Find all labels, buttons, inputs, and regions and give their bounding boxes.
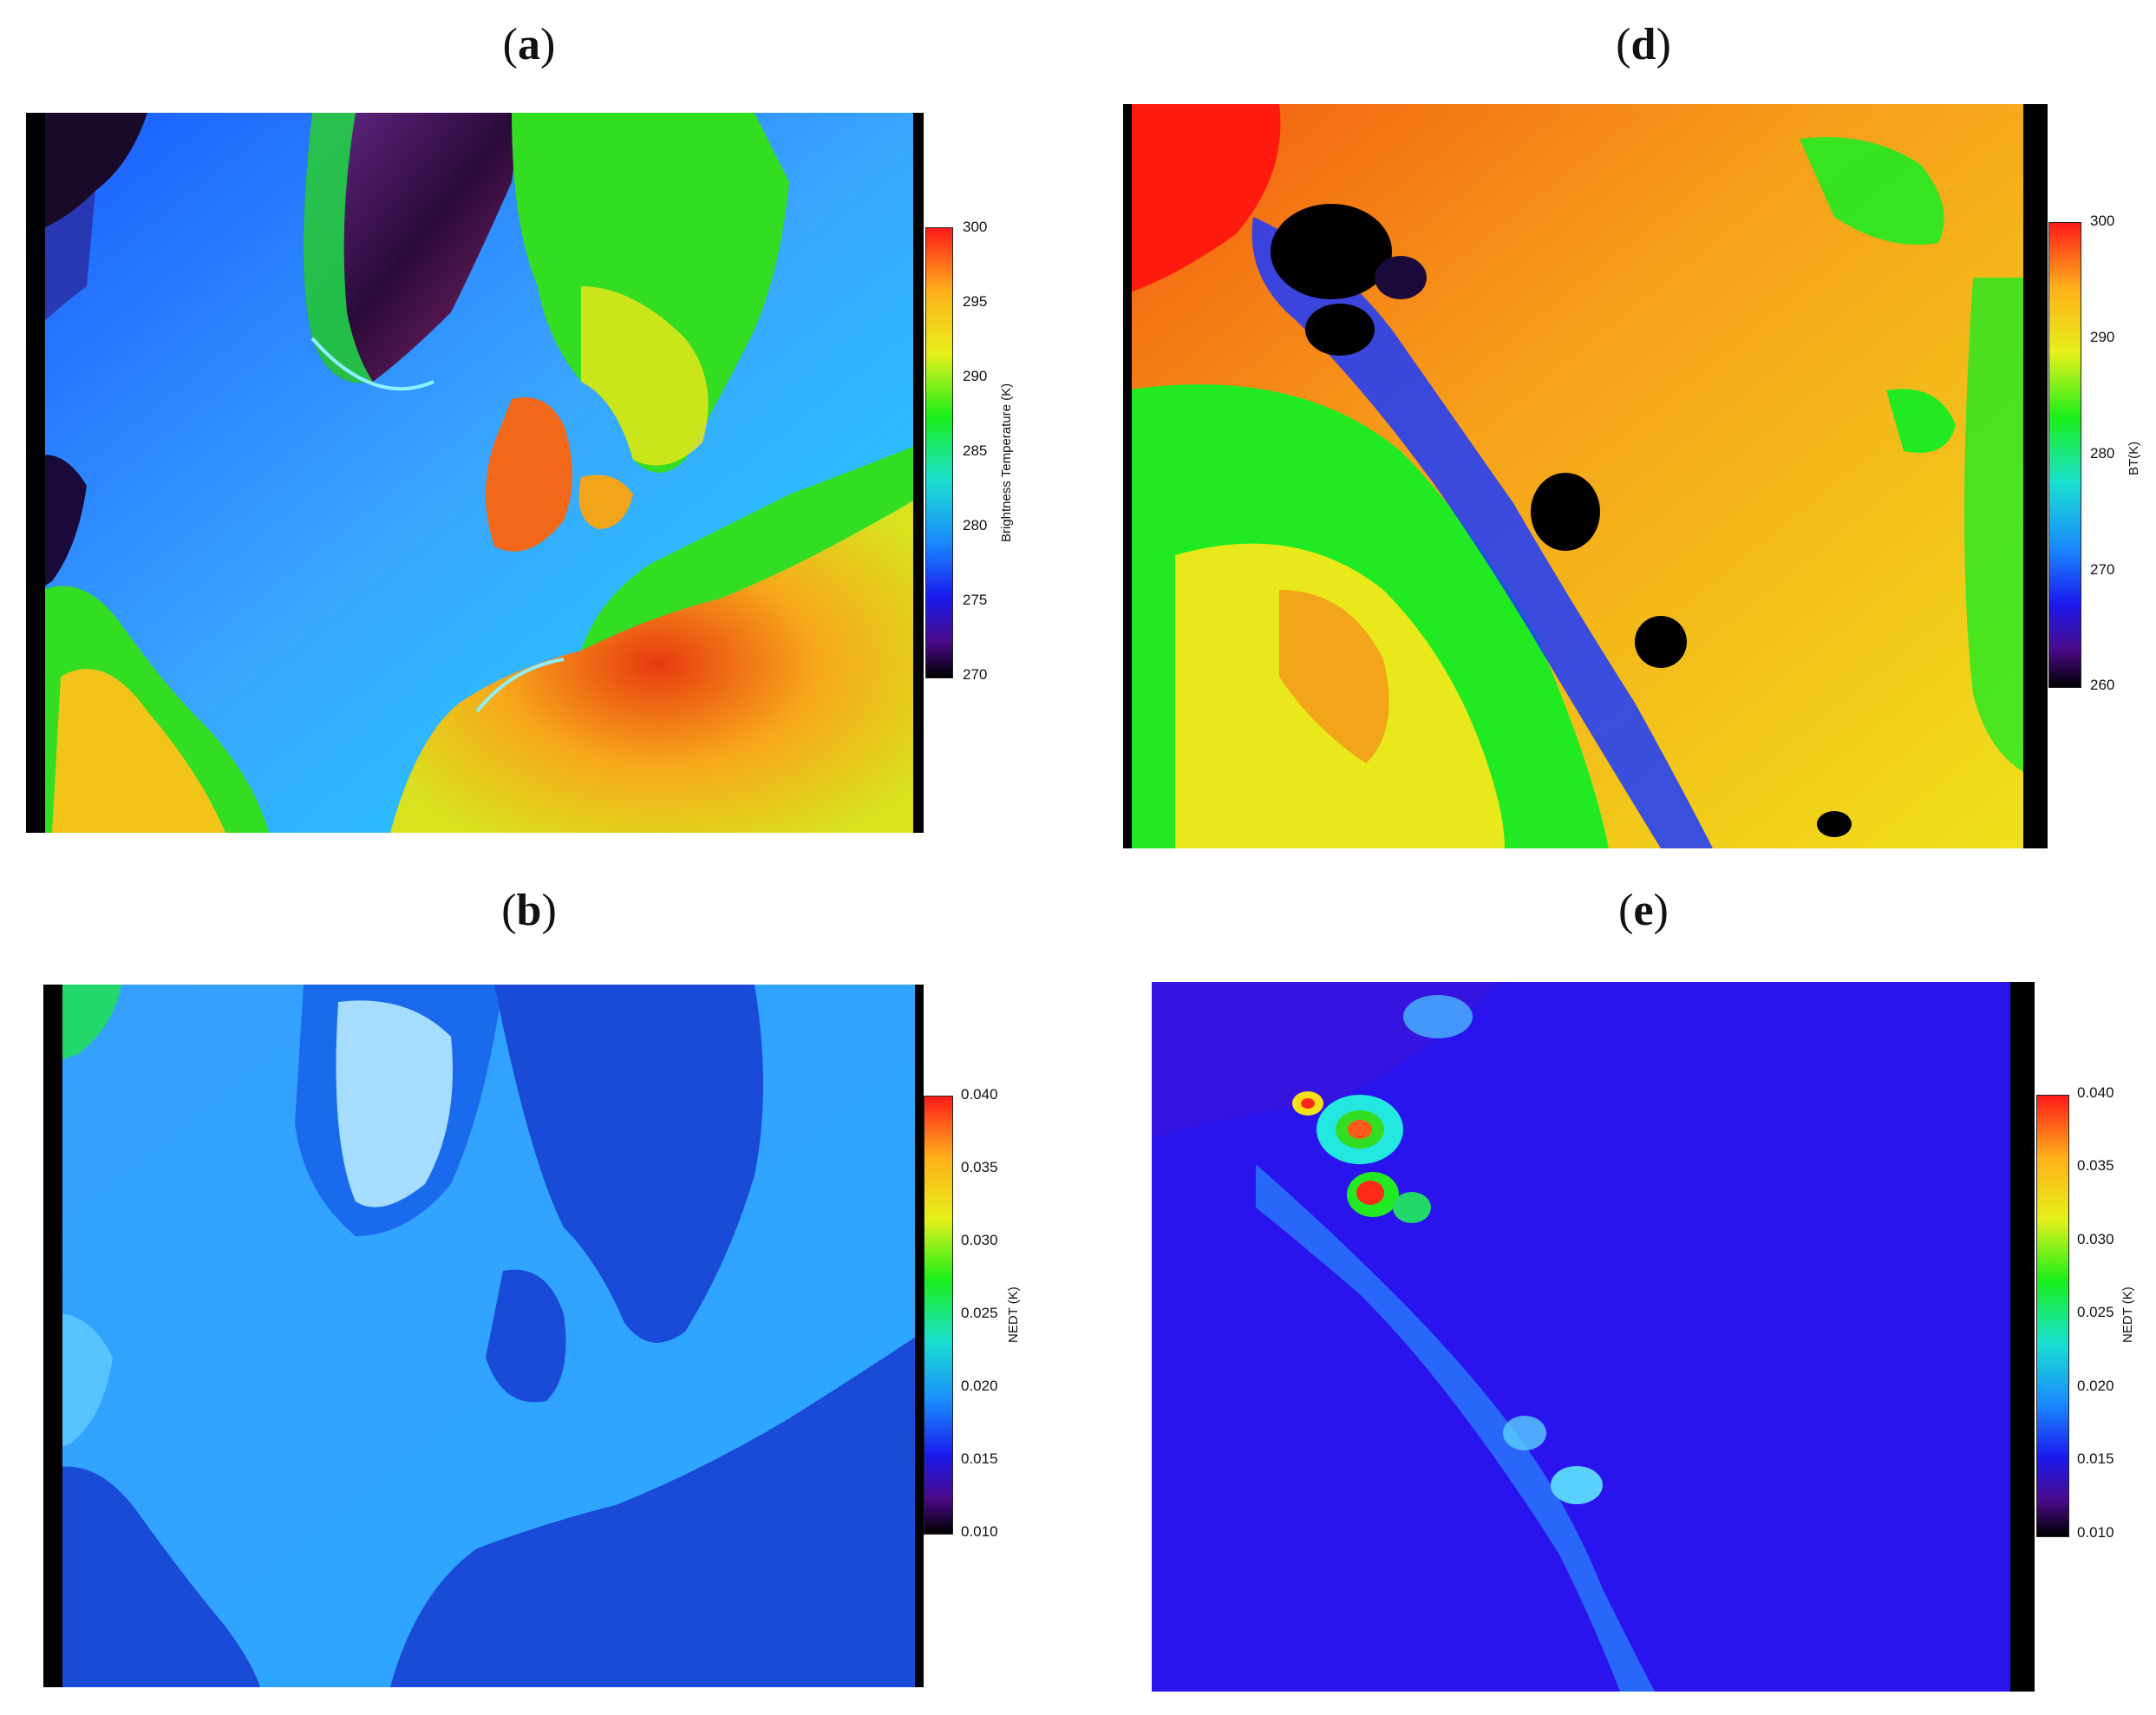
colorbar-a-tick: 270 — [963, 666, 988, 683]
colorbar-e-tick: 0.030 — [2077, 1231, 2114, 1247]
panel-label-e: (e) — [1618, 886, 1669, 935]
map-a-right-band — [913, 113, 924, 833]
colorbar-b-tick: 0.010 — [961, 1523, 998, 1540]
panel-letter-b: b — [516, 886, 542, 935]
panel-label-d: (d) — [1616, 20, 1671, 69]
colorbar-b-tick: 0.015 — [961, 1450, 998, 1467]
map-b-left-band — [43, 985, 62, 1687]
colorbar-e-tick: 0.020 — [2077, 1378, 2114, 1394]
colorbar-b-tick: 0.025 — [961, 1305, 998, 1321]
colorbar-b — [924, 1096, 953, 1535]
colorbar-b-tick: 0.035 — [961, 1159, 998, 1175]
map-b-right-band — [915, 985, 924, 1687]
colorbar-e-tick: 0.040 — [2077, 1084, 2114, 1101]
colorbar-d-tick: 290 — [2090, 329, 2115, 345]
colorbar-e-title: NEDT (K) — [2120, 1286, 2135, 1343]
panel-label-b: (b) — [501, 886, 557, 935]
colorbar-a-title: Brightness Temperature (K) — [999, 383, 1014, 542]
colorbar-d-tick: 270 — [2090, 561, 2115, 578]
panel-letter-e: e — [1633, 886, 1654, 935]
map-a-left-band — [26, 113, 45, 833]
colorbar-a-tick: 290 — [963, 368, 988, 384]
colorbar-d-tick: 300 — [2090, 213, 2115, 229]
colorbar-b-tick: 0.040 — [961, 1086, 998, 1103]
panel-letter-d: d — [1630, 20, 1656, 69]
map-e-right-band — [2010, 982, 2035, 1692]
panel-letter-a: a — [518, 20, 540, 69]
map-a-brightness-temperature — [26, 113, 924, 833]
colorbar-d-tick: 280 — [2090, 445, 2115, 461]
colorbar-e-tick: 0.035 — [2077, 1157, 2114, 1174]
panel-label-a: (a) — [502, 20, 556, 69]
colorbar-d-tick: 260 — [2090, 677, 2115, 693]
colorbar-e-tick: 0.010 — [2077, 1524, 2114, 1541]
colorbar-a-tick: 295 — [963, 293, 988, 310]
colorbar-b-tick: 0.020 — [961, 1378, 998, 1394]
map-b-nedt — [43, 985, 924, 1687]
colorbar-e — [2036, 1095, 2069, 1537]
map-d-left-band — [1123, 104, 1132, 848]
colorbar-a-tick: 300 — [963, 219, 988, 235]
colorbar-a-tick: 275 — [963, 592, 988, 608]
colorbar-a-tick: 285 — [963, 442, 988, 459]
colorbar-e-tick: 0.025 — [2077, 1304, 2114, 1320]
map-d-right-band — [2023, 104, 2048, 848]
map-d-brightness-temperature — [1123, 104, 2042, 848]
colorbar-a — [925, 227, 953, 678]
colorbar-b-title: NEDT (K) — [1006, 1286, 1021, 1343]
map-e-nedt — [1152, 982, 2035, 1692]
colorbar-d — [2048, 222, 2081, 688]
colorbar-d-title: BT(K) — [2127, 441, 2141, 475]
colorbar-e-tick: 0.015 — [2077, 1450, 2114, 1467]
colorbar-b-tick: 0.030 — [961, 1232, 998, 1248]
colorbar-a-tick: 280 — [963, 517, 988, 533]
